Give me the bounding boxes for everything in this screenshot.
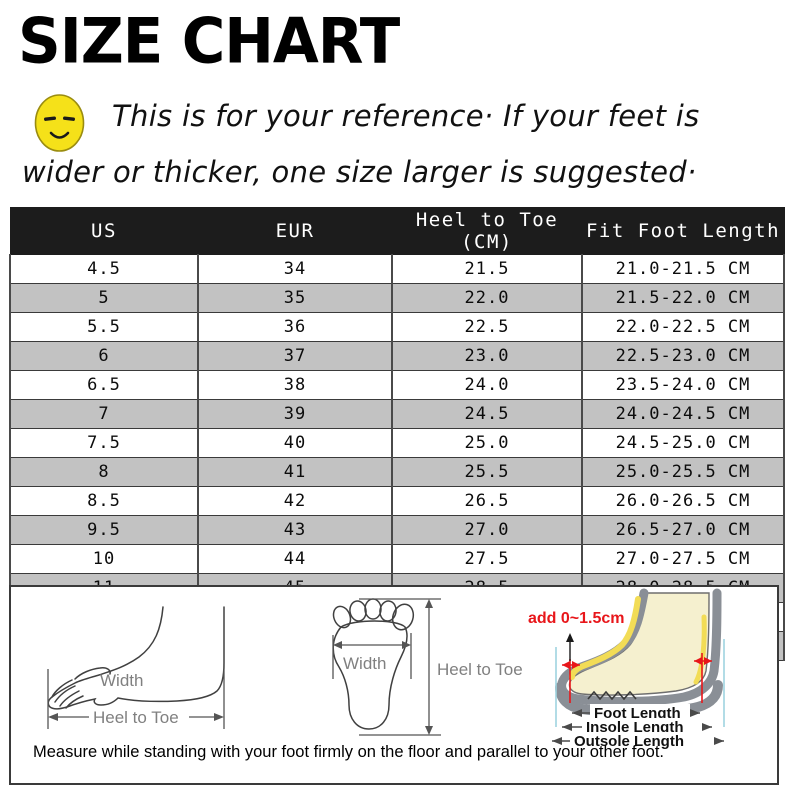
add-allowance-label: add 0~1.5cm [528, 610, 625, 627]
measurement-diagram-panel: Width Heel to Toe Width Heel t [9, 585, 779, 785]
cell-eur: 40 [197, 428, 393, 458]
cell-eur: 43 [197, 515, 393, 545]
cell-eur: 37 [197, 341, 393, 371]
cell-heel-to-toe: 27.5 [391, 544, 583, 574]
cell-us: 8.5 [9, 486, 199, 516]
cell-fit-foot-length: 25.0-25.5 CM [581, 457, 785, 487]
cell-fit-foot-length: 26.5-27.0 CM [581, 515, 785, 545]
cell-heel-to-toe: 24.5 [391, 399, 583, 429]
cell-eur: 41 [197, 457, 393, 487]
side-width-label: Width [100, 671, 143, 690]
cell-fit-foot-length: 21.0-21.5 CM [581, 254, 785, 284]
cell-eur: 36 [197, 312, 393, 342]
side-heel-to-toe-label: Heel to Toe [93, 708, 179, 727]
table-row: 5.5 36 22.5 22.0-22.5 CM [9, 312, 785, 342]
cell-fit-foot-length: 22.0-22.5 CM [581, 312, 785, 342]
outsole-length-label: Outsole Length [574, 733, 684, 750]
table-row: 10 44 27.5 27.0-27.5 CM [9, 544, 785, 574]
page-title: SIZE CHART [18, 5, 400, 79]
shoe-cross-section-diagram: add 0~1.5cm Foot Length Insole Length Ou… [528, 588, 725, 750]
cell-eur: 44 [197, 544, 393, 574]
cell-heel-to-toe: 21.5 [391, 254, 583, 284]
cell-heel-to-toe: 25.5 [391, 457, 583, 487]
cell-fit-foot-length: 22.5-23.0 CM [581, 341, 785, 371]
table-row: 9.5 43 27.0 26.5-27.0 CM [9, 515, 785, 545]
cell-eur: 38 [197, 370, 393, 400]
table-header-row: US EUR Heel to Toe (CM) Fit Foot Length [9, 207, 785, 255]
cell-heel-to-toe: 22.5 [391, 312, 583, 342]
cell-us: 5 [9, 283, 199, 313]
cell-heel-to-toe: 27.0 [391, 515, 583, 545]
measure-instruction-caption: Measure while standing with your foot fi… [33, 743, 664, 761]
cell-eur: 42 [197, 486, 393, 516]
table-row: 4.5 34 21.5 21.0-21.5 CM [9, 254, 785, 284]
column-header-fit-foot-length: Fit Foot Length [581, 207, 785, 255]
foot-length-label: Foot Length [594, 705, 681, 722]
intro-note-text: This is for your reference· If your feet… [22, 99, 700, 189]
cell-fit-foot-length: 24.0-24.5 CM [581, 399, 785, 429]
column-header-eur: EUR [197, 207, 393, 255]
cell-fit-foot-length: 26.0-26.5 CM [581, 486, 785, 516]
cell-fit-foot-length: 23.5-24.0 CM [581, 370, 785, 400]
table-row: 5 35 22.0 21.5-22.0 CM [9, 283, 785, 313]
footprint-diagram: Width Heel to Toe [332, 598, 523, 736]
cell-eur: 39 [197, 399, 393, 429]
cell-eur: 35 [197, 283, 393, 313]
table-row: 8.5 42 26.5 26.0-26.5 CM [9, 486, 785, 516]
table-row: 8 41 25.5 25.0-25.5 CM [9, 457, 785, 487]
cell-us: 6.5 [9, 370, 199, 400]
cell-heel-to-toe: 22.0 [391, 283, 583, 313]
cell-fit-foot-length: 21.5-22.0 CM [581, 283, 785, 313]
insole-length-label: Insole Length [586, 719, 684, 736]
cell-heel-to-toe: 23.0 [391, 341, 583, 371]
side-profile-foot-diagram: Width Heel to Toe [47, 606, 225, 729]
cell-heel-to-toe: 25.0 [391, 428, 583, 458]
cell-heel-to-toe: 24.0 [391, 370, 583, 400]
table-row: 6.5 38 24.0 23.5-24.0 CM [9, 370, 785, 400]
column-header-us: US [9, 207, 199, 255]
cell-us: 7 [9, 399, 199, 429]
cell-us: 6 [9, 341, 199, 371]
cell-us: 7.5 [9, 428, 199, 458]
cell-us: 9.5 [9, 515, 199, 545]
cell-heel-to-toe: 26.5 [391, 486, 583, 516]
cell-us: 8 [9, 457, 199, 487]
smiley-face-icon [34, 94, 85, 152]
cell-us: 4.5 [9, 254, 199, 284]
cell-us: 10 [9, 544, 199, 574]
cell-eur: 34 [197, 254, 393, 284]
table-row: 7 39 24.5 24.0-24.5 CM [9, 399, 785, 429]
cell-us: 5.5 [9, 312, 199, 342]
footprint-heel-to-toe-label: Heel to Toe [437, 660, 523, 679]
table-row: 7.5 40 25.0 24.5-25.0 CM [9, 428, 785, 458]
cell-fit-foot-length: 24.5-25.0 CM [581, 428, 785, 458]
table-row: 6 37 23.0 22.5-23.0 CM [9, 341, 785, 371]
cell-fit-foot-length: 27.0-27.5 CM [581, 544, 785, 574]
footprint-width-label: Width [343, 654, 386, 673]
column-header-heel-to-toe: Heel to Toe (CM) [391, 207, 583, 255]
